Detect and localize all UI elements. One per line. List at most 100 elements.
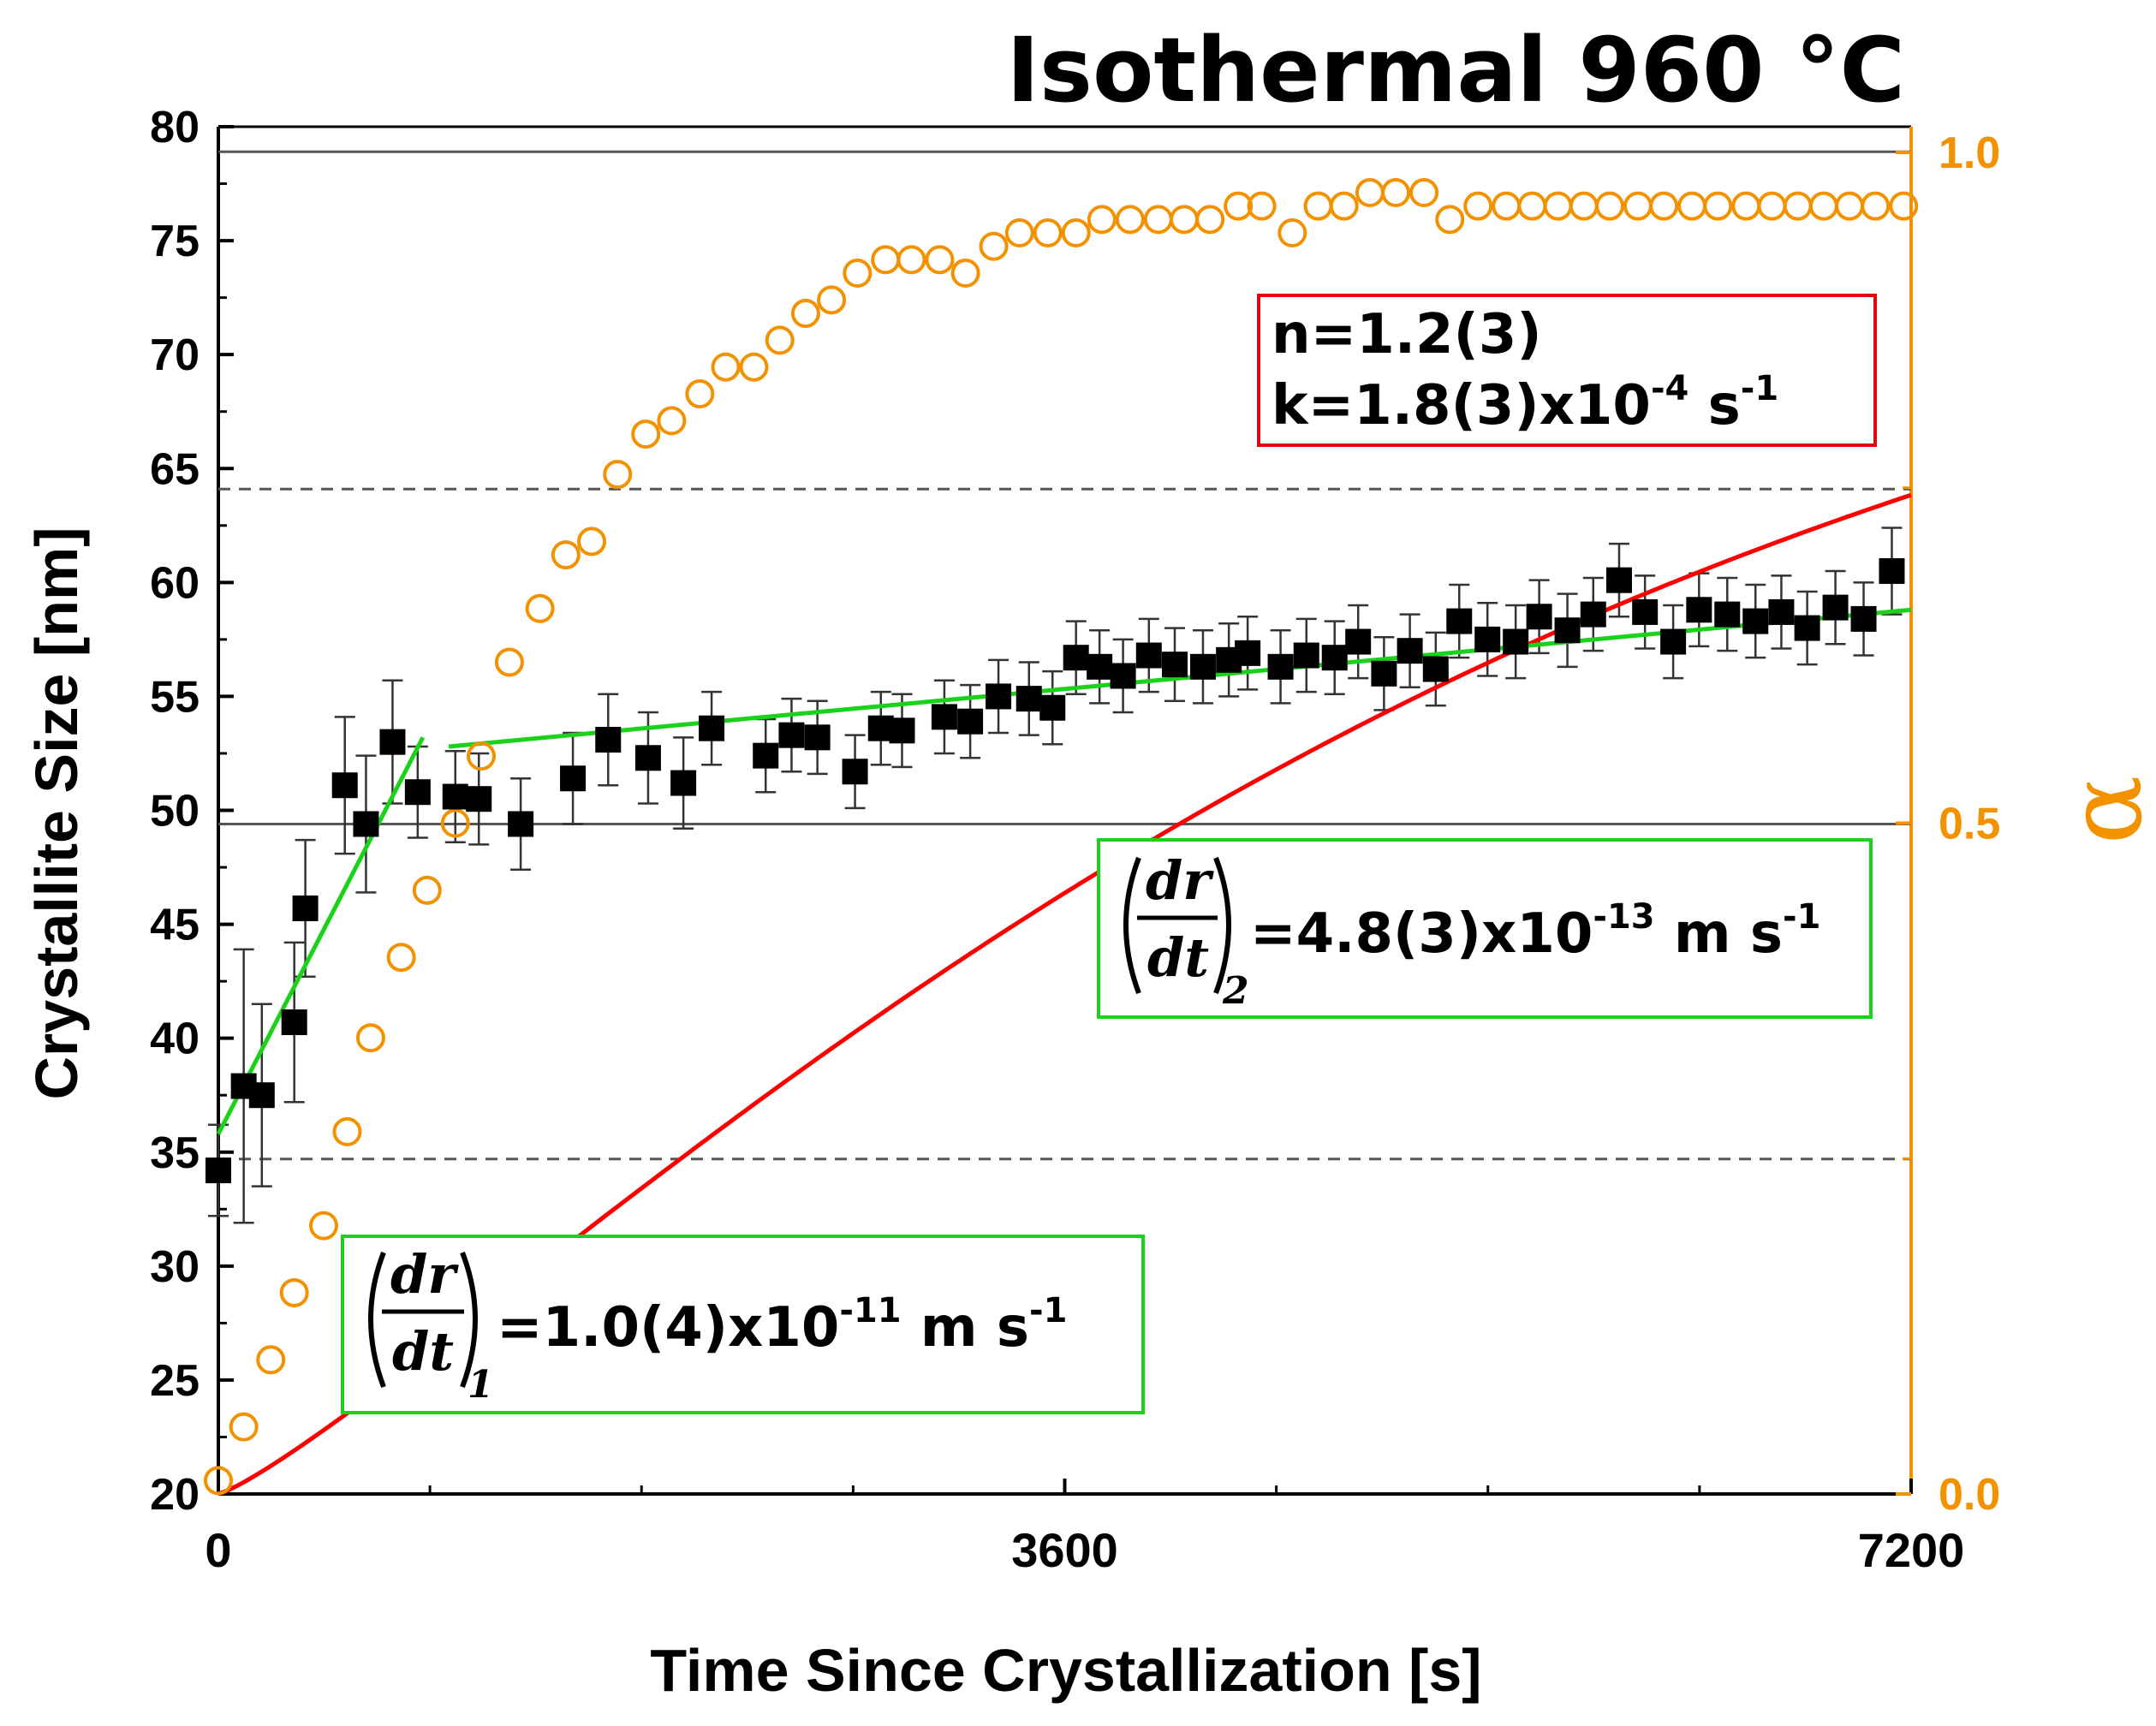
alpha-point [1594,191,1624,221]
crystallite-size-point [957,708,984,735]
crystallite-size-point [292,895,319,921]
alpha-point [1409,178,1439,208]
y2-axis-label: α [2046,775,2156,844]
alpha-point [551,540,581,570]
alpha-point [711,352,741,382]
x-axis-label: Time Since Crystallization [s] [650,1637,1481,1704]
alpha-point [525,593,555,623]
y-tick-label: 55 [150,672,200,722]
crystallite-size-point [1293,642,1319,669]
crystallite-size-point [889,717,915,744]
rate1-value-text: =1.0(4)x10-11 m s-1 [497,1291,1067,1360]
alpha-point [1808,191,1838,221]
crystallite-size-point [1162,652,1188,678]
crystallite-size-point [1110,663,1136,689]
rate2-left-paren [1123,856,1141,995]
jmak-annotation: n=1.2(3) k=1.8(3)x10-4 s-1 [1257,294,1877,447]
crystallite-size-point [753,742,779,769]
y-tick-label: 25 [150,1356,200,1406]
crystallite-size-point [1474,626,1501,652]
alpha-point [657,406,687,436]
crystallite-size-point [1371,660,1397,687]
crystallite-size-point [1397,638,1423,664]
crystallite-size-point [1794,615,1820,641]
linear-fit-line-2 [448,607,1912,749]
alpha-point [1004,218,1034,248]
alpha-point [1115,205,1145,235]
alpha-point [1492,191,1522,221]
alpha-point [896,245,926,275]
crystallite-size-point [1526,604,1552,630]
alpha-point [603,460,633,490]
rate2-right-paren [1213,856,1231,995]
rate1-right-paren [460,1251,478,1389]
rate2-denominator: dt [1147,926,1209,989]
alpha-point [1677,191,1707,221]
y-tick-label: 50 [150,787,200,836]
crystallite-size-point [1768,598,1795,625]
y-tick-label: 70 [150,330,200,380]
alpha-point [1703,191,1733,221]
crystallite-size-point [442,783,468,810]
alpha-point [1517,191,1547,221]
alpha-point [1783,191,1813,221]
y-axis-label: Crystallite Size [nm] [23,527,90,1099]
y-tick-label: 40 [150,1015,200,1064]
crystallite-size-point [1879,558,1905,585]
crystallite-size-point [1039,694,1066,721]
crystallite-size-point [1503,628,1529,655]
y-tick-label: 30 [150,1242,200,1292]
x-tick-label: 0 [205,1523,231,1577]
y-tick-label: 60 [150,558,200,608]
alpha-point [494,647,524,677]
crystallite-size-point [1189,653,1216,680]
rate2-subscript: 2 [1222,969,1249,1013]
alpha-point [1061,218,1091,248]
growth-rate-1-annotation: dr dt 1 =1.0(4)x10-11 m s-1 [341,1235,1145,1414]
alpha-point [229,1412,259,1442]
crystallite-size-point [1660,628,1687,655]
alpha-point [1569,191,1599,221]
crystallite-size-point [634,745,661,771]
alpha-point [1355,178,1385,208]
crystallite-size-point [1822,594,1849,621]
alpha-point [817,285,847,315]
reference-lines [218,150,1911,1161]
alpha-point [332,1116,362,1146]
crystallite-size-point [595,726,622,753]
crystallite-size-point [331,772,358,799]
x-tick-label: 3600 [1011,1523,1118,1577]
alpha-point [631,420,661,449]
alpha-point [925,245,955,275]
alpha-point [1649,191,1679,221]
alpha-point [1835,191,1865,221]
crystallite-size-point [281,1009,307,1036]
alpha-point [1543,191,1573,221]
jmak-n-text: n=1.2(3) [1272,303,1542,366]
crystallite-size-point [1446,608,1473,634]
alpha-point [1278,218,1307,248]
crystallite-size-point [353,811,379,837]
crystallite-size-point [1135,642,1162,669]
crystallite-size-point [1267,653,1294,680]
crystallite-size-point [1345,628,1372,655]
crystallite-size-point [1321,645,1348,671]
crystallite-size-point [205,1158,231,1184]
alpha-point [412,875,442,905]
crystallite-size-point [778,722,805,748]
crystallite-size-point [1714,601,1741,628]
crystallite-size-point [248,1082,275,1109]
growth-rate-2-annotation: dr dt 2 =4.8(3)x10-13 m s-1 [1097,838,1873,1019]
alpha-point [1224,191,1254,221]
alpha-point [355,1023,385,1053]
alpha-point [466,741,496,771]
rate1-numerator: dr [390,1243,459,1306]
alpha-point [790,299,820,329]
alpha-point [950,259,980,289]
crystallite-size-point [379,729,406,755]
alpha-point [1623,191,1653,221]
alpha-point [1435,205,1465,235]
rate1-left-paren [368,1251,386,1389]
